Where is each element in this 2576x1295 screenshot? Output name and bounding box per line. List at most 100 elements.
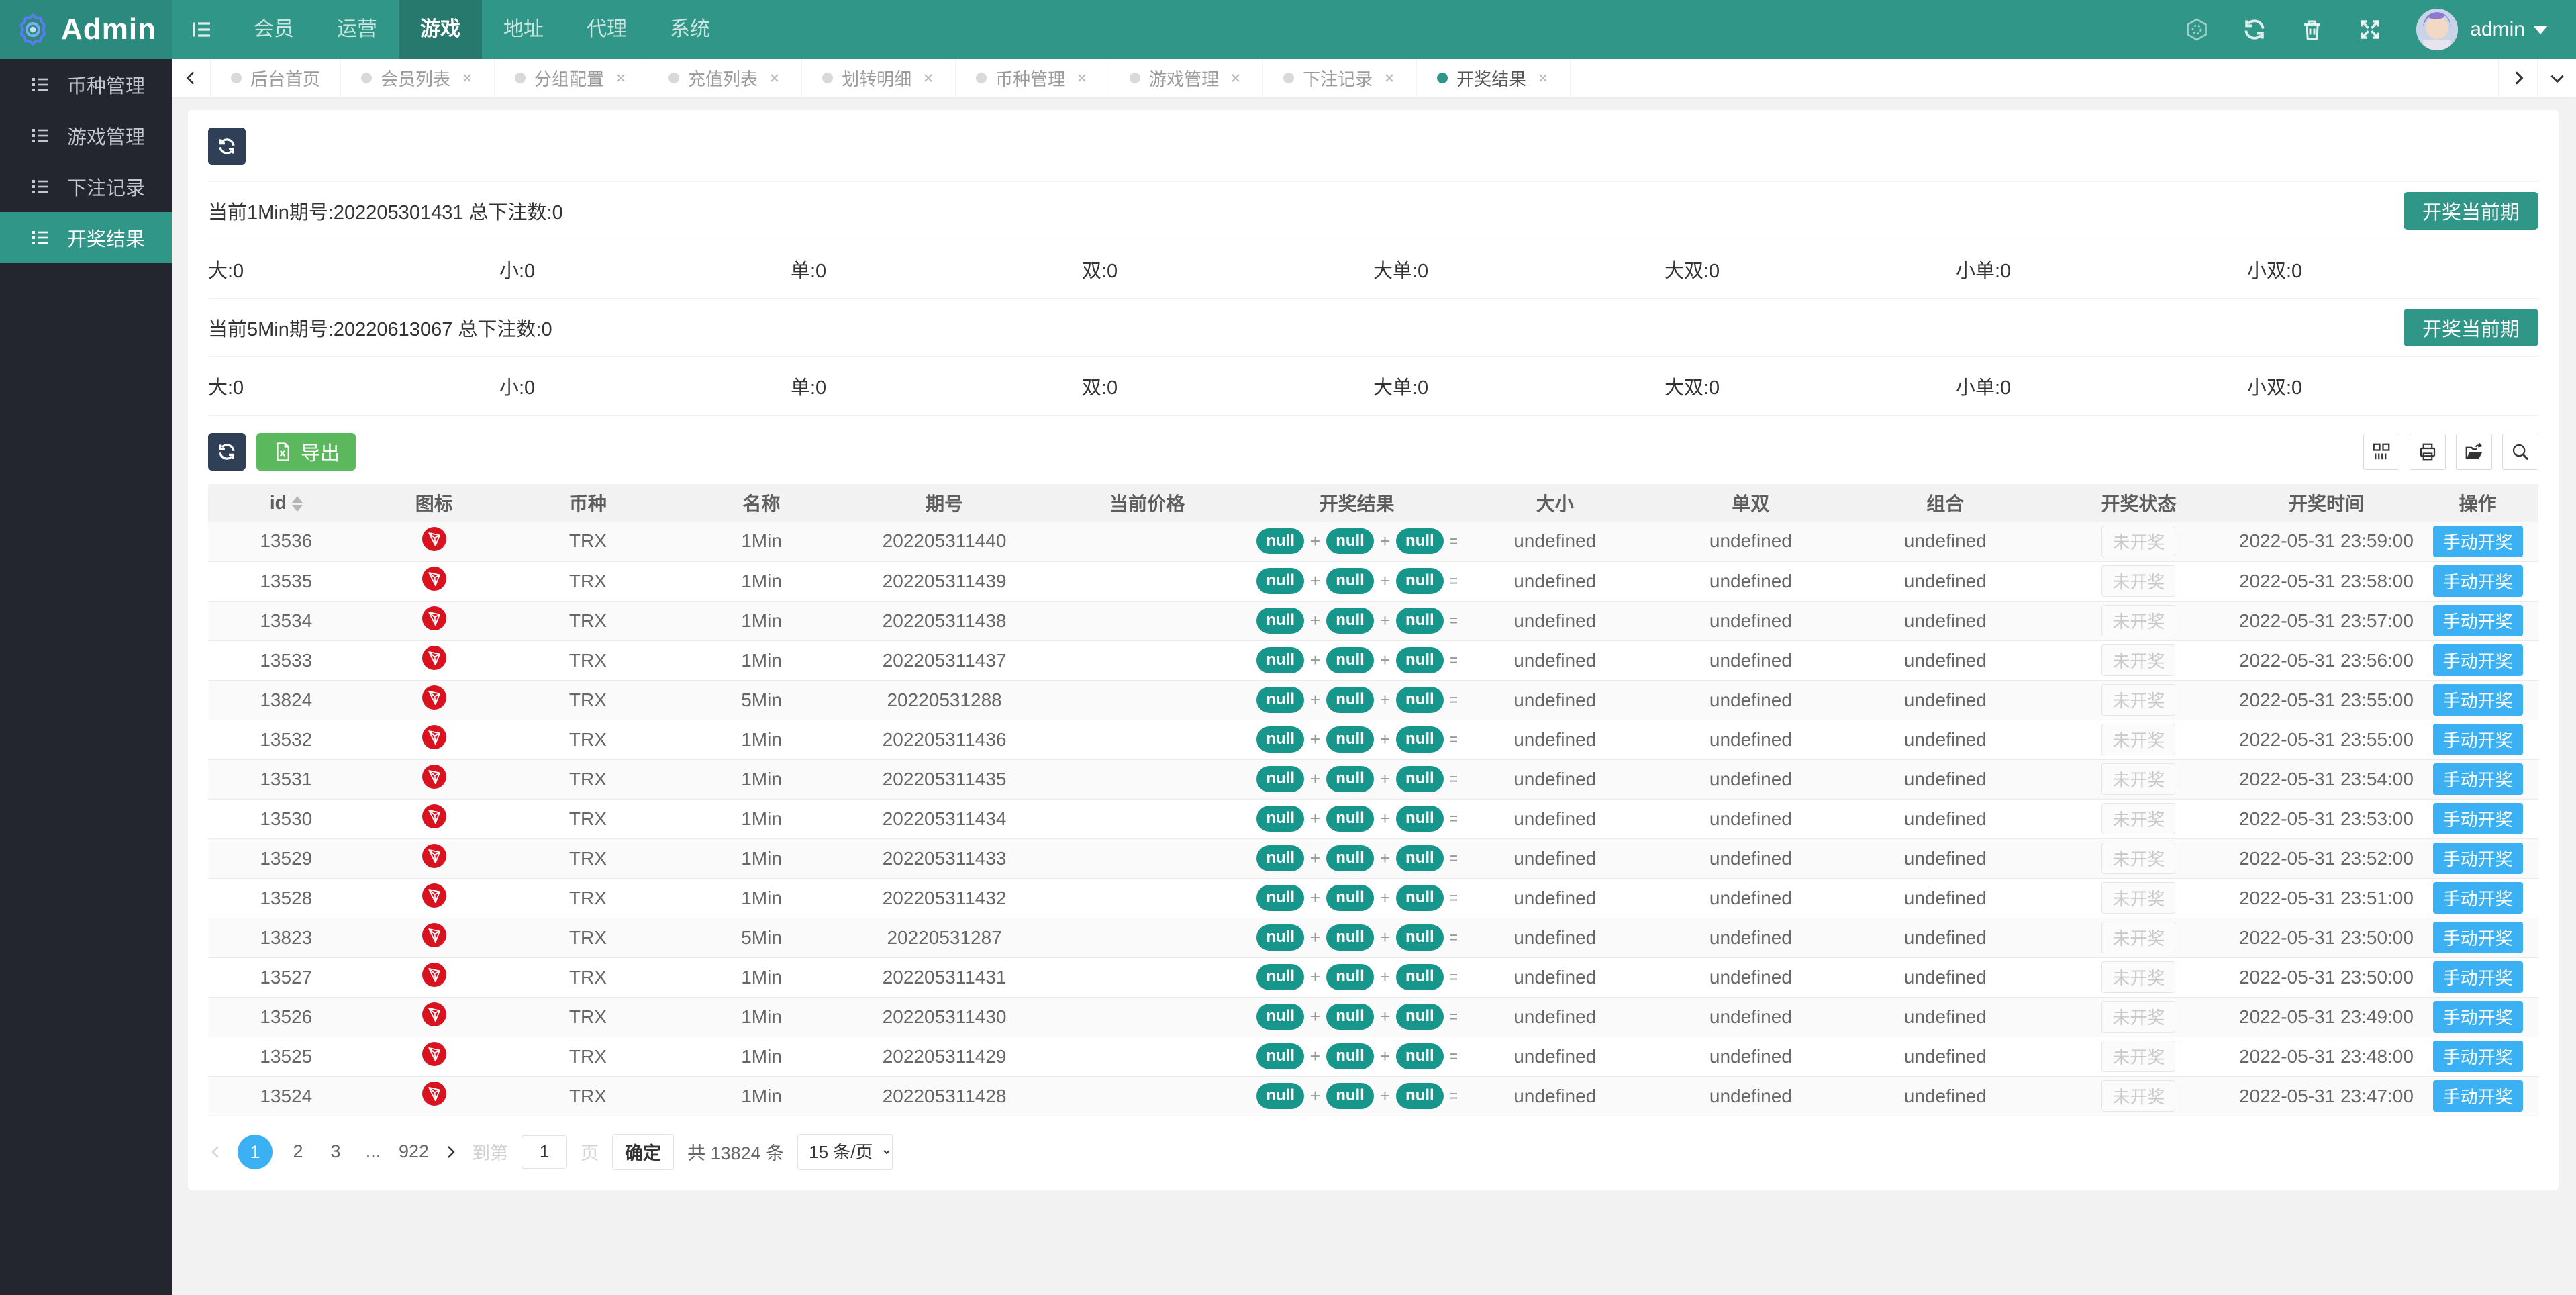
jump-page-input[interactable]	[522, 1135, 568, 1169]
header-right: admin	[2168, 0, 2576, 59]
manual-draw-button[interactable]: 手动开奖	[2432, 644, 2523, 676]
page-number[interactable]: 3	[324, 1141, 348, 1162]
table-row: 13525 TRX 1Min 202205311429 null + null + nu…	[208, 1037, 2538, 1077]
tab[interactable]: 后台首页	[211, 59, 342, 97]
cell-id: 13530	[208, 799, 364, 839]
null-badge: null	[1396, 924, 1444, 951]
sidebar-item[interactable]: 游戏管理	[0, 110, 172, 161]
nav-item[interactable]: 运营	[337, 18, 377, 40]
plus-sign: +	[1379, 966, 1391, 987]
draw-current-1min-button[interactable]: 开奖当前期	[2403, 192, 2538, 230]
manual-draw-button[interactable]: 手动开奖	[2432, 565, 2523, 597]
manual-draw-button[interactable]: 手动开奖	[2432, 605, 2523, 636]
page-number[interactable]: 2	[286, 1141, 310, 1162]
collapse-menu-button[interactable]	[172, 0, 232, 59]
search-button[interactable]	[2502, 434, 2538, 470]
tab[interactable]: 划转明细	[802, 59, 956, 97]
trx-coin-icon	[422, 804, 446, 828]
manual-draw-button[interactable]: 手动开奖	[2432, 1080, 2523, 1112]
page-number[interactable]: 1	[238, 1134, 273, 1169]
sidebar-item[interactable]: 币种管理	[0, 59, 172, 110]
cell-coin: TRX	[503, 957, 672, 998]
nav-item[interactable]: 代理	[587, 18, 627, 40]
plus-sign: +	[1310, 768, 1321, 789]
confirm-jump-button[interactable]: 确定	[612, 1133, 675, 1170]
page-size-select[interactable]: 15 条/页	[797, 1133, 893, 1170]
cell-issue: 20220531288	[851, 680, 1038, 720]
refresh-icon[interactable]	[2226, 0, 2283, 59]
tab-close-icon[interactable]	[1536, 71, 1550, 85]
tab-close-icon[interactable]	[922, 71, 935, 85]
print-button[interactable]	[2410, 434, 2446, 470]
avatar[interactable]	[2416, 9, 2459, 50]
tab[interactable]: 开奖结果	[1417, 59, 1571, 97]
hexagon-icon[interactable]	[2168, 0, 2226, 59]
refresh-panels-button[interactable]	[208, 128, 246, 165]
tab[interactable]: 充值列表	[648, 59, 803, 97]
status-badge: 未开奖	[2101, 525, 2176, 557]
columns-filter-button[interactable]	[2363, 434, 2399, 470]
tab[interactable]: 游戏管理	[1109, 59, 1264, 97]
stat-value: 双:0	[1082, 260, 1118, 282]
trx-coin-icon	[422, 685, 446, 710]
plus-sign: +	[1310, 689, 1321, 710]
result-suffix: =...	[1450, 729, 1457, 750]
manual-draw-button[interactable]: 手动开奖	[2432, 882, 2523, 914]
tab-close-icon[interactable]	[1229, 71, 1242, 85]
sidebar-item-label: 币种管理	[67, 76, 146, 97]
tab-close-icon[interactable]	[1383, 71, 1396, 85]
manual-draw-button[interactable]: 手动开奖	[2432, 763, 2523, 795]
plus-sign: +	[1379, 1045, 1391, 1066]
nav-item[interactable]: 会员	[254, 18, 294, 40]
manual-draw-button[interactable]: 手动开奖	[2432, 1001, 2523, 1033]
status-badge: 未开奖	[2101, 565, 2176, 597]
fullscreen-icon[interactable]	[2341, 0, 2399, 59]
tab-close-icon[interactable]	[460, 71, 474, 85]
tab-close-icon[interactable]	[1075, 71, 1089, 85]
tab-dot-icon	[1283, 73, 1295, 83]
refresh-table-button[interactable]	[208, 433, 246, 471]
cell-coin: TRX	[503, 918, 672, 958]
nav-item[interactable]: 地址	[503, 18, 544, 40]
prev-page-button[interactable]	[208, 1144, 224, 1160]
manual-draw-button[interactable]: 手动开奖	[2432, 803, 2523, 834]
cell-price	[1037, 997, 1257, 1037]
trash-icon[interactable]	[2283, 0, 2341, 59]
status-badge: 未开奖	[2101, 961, 2176, 993]
tab[interactable]: 分组配置	[495, 59, 649, 97]
nav-item[interactable]: 游戏	[399, 0, 482, 59]
user-menu[interactable]: admin	[2470, 18, 2576, 41]
tab[interactable]: 币种管理	[956, 59, 1110, 97]
tab-label: 分组配置	[534, 68, 605, 89]
manual-draw-button[interactable]: 手动开奖	[2432, 724, 2523, 755]
sort-icon[interactable]	[291, 496, 303, 512]
manual-draw-button[interactable]: 手动开奖	[2432, 1041, 2523, 1072]
jump-prefix-label: 到第	[472, 1143, 509, 1163]
tabs-back-button[interactable]	[172, 59, 211, 97]
column-header[interactable]: id	[208, 484, 364, 522]
nav-item[interactable]: 系统	[670, 18, 710, 40]
draw-current-5min-button[interactable]: 开奖当前期	[2403, 309, 2538, 346]
page-number[interactable]: 922	[399, 1141, 430, 1161]
next-page-button[interactable]	[442, 1144, 458, 1160]
tabs-menu-button[interactable]	[2537, 59, 2576, 97]
cell-combo: undefined	[1848, 680, 2042, 720]
tab-close-icon[interactable]	[768, 71, 781, 85]
cell-price	[1037, 680, 1257, 720]
sidebar-item[interactable]: 下注记录	[0, 161, 172, 212]
export-data-button[interactable]	[2456, 434, 2492, 470]
manual-draw-button[interactable]: 手动开奖	[2432, 525, 2523, 557]
tabs-forward-button[interactable]	[2498, 59, 2537, 97]
manual-draw-button[interactable]: 手动开奖	[2432, 961, 2523, 993]
manual-draw-button[interactable]: 手动开奖	[2432, 922, 2523, 953]
tab[interactable]: 下注记录	[1263, 59, 1418, 97]
status-badge: 未开奖	[2101, 1080, 2176, 1112]
tab-close-icon[interactable]	[614, 71, 628, 85]
cell-size: undefined	[1456, 601, 1653, 641]
cell-name: 1Min	[671, 640, 852, 681]
manual-draw-button[interactable]: 手动开奖	[2432, 843, 2523, 874]
export-button[interactable]: 导出	[256, 433, 356, 471]
tab[interactable]: 会员列表	[341, 59, 495, 97]
sidebar-item[interactable]: 开奖结果	[0, 212, 172, 263]
manual-draw-button[interactable]: 手动开奖	[2432, 684, 2523, 716]
